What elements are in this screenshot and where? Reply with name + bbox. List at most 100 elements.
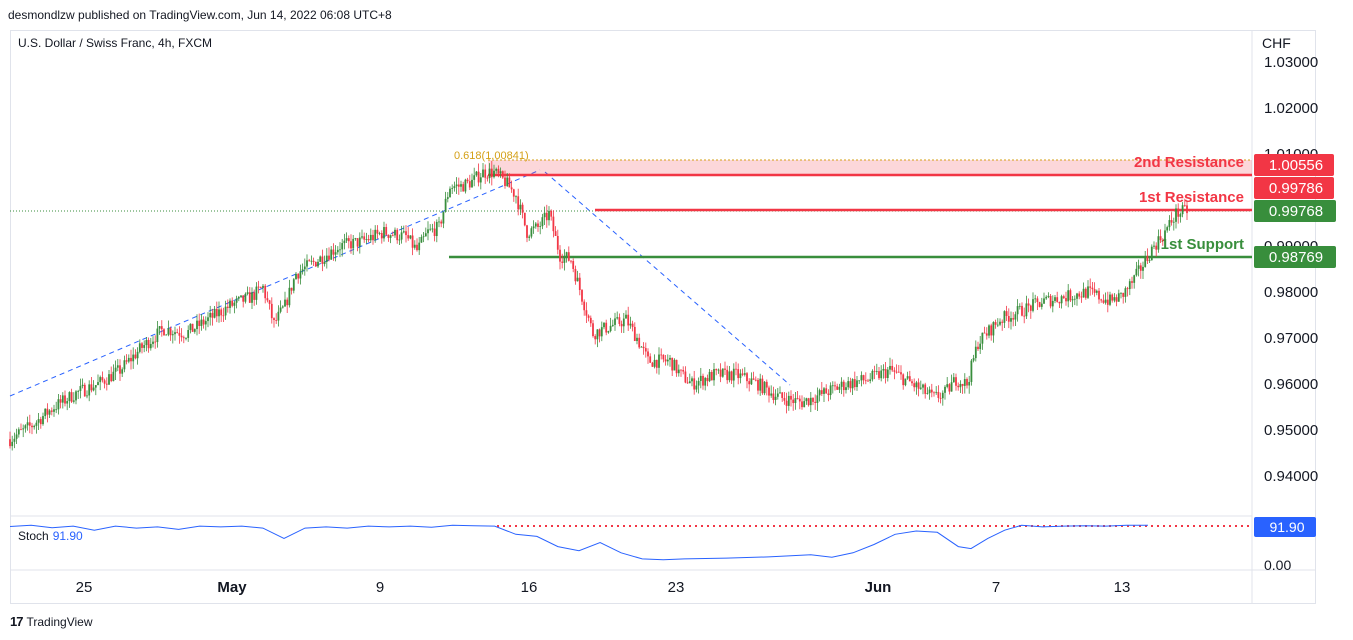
price-tag-0-99786: 0.99786 — [1254, 177, 1334, 199]
candle-body — [224, 306, 227, 316]
candle-body — [952, 377, 955, 383]
candle-body — [827, 393, 830, 396]
y-tick-label: 0.96000 — [1264, 376, 1318, 393]
candle-body — [482, 169, 484, 178]
candle-body — [680, 369, 682, 371]
candle-body — [213, 308, 216, 318]
candle-body — [391, 235, 394, 237]
candle-body — [350, 241, 352, 249]
candle-body — [1093, 289, 1096, 293]
candle-body — [306, 260, 308, 267]
candle-body — [1071, 299, 1074, 301]
candle-body — [585, 310, 588, 316]
candle-body — [750, 378, 753, 385]
x-tick-label: 16 — [521, 579, 538, 596]
candle-body — [295, 273, 297, 280]
candle-body — [638, 337, 641, 348]
candle-body — [442, 211, 445, 224]
candle-body — [1133, 275, 1136, 283]
candle-body — [154, 341, 157, 343]
candle-body — [330, 249, 333, 260]
candle-body — [1170, 220, 1173, 223]
candle-body — [990, 325, 993, 336]
candle-body — [757, 379, 759, 391]
candle-body — [20, 429, 22, 431]
candle-body — [781, 392, 784, 398]
candle-body — [209, 312, 212, 318]
candle-body — [1016, 306, 1019, 315]
footer-brand[interactable]: 17 TradingView — [10, 614, 93, 629]
candle-body — [1025, 303, 1028, 317]
candle-body — [255, 286, 258, 300]
stoch-name: Stoch — [18, 529, 49, 543]
candle-body — [592, 323, 594, 337]
candle-body — [240, 295, 242, 297]
candle-body — [922, 384, 924, 388]
candle-body — [972, 358, 975, 361]
candle-body — [57, 399, 60, 410]
candle-body — [48, 410, 51, 415]
candle-body — [807, 398, 810, 406]
candle-body — [662, 354, 665, 360]
candle-body — [847, 381, 850, 388]
candle-body — [820, 390, 823, 394]
candle-body — [939, 397, 942, 399]
candle-body — [356, 238, 359, 247]
candle-body — [449, 188, 451, 198]
candle-body — [9, 439, 11, 447]
candle-body — [730, 371, 733, 381]
candle-body — [202, 319, 205, 325]
candle-body — [407, 235, 410, 239]
candle-body — [1058, 301, 1061, 304]
candle-body — [759, 378, 762, 391]
candle-body — [829, 385, 832, 396]
candle-body — [682, 369, 685, 372]
candle-body — [889, 365, 891, 370]
candle-body — [328, 255, 330, 260]
candle-body — [138, 343, 141, 352]
stoch-value-tag: 91.90 — [1254, 517, 1316, 537]
candle-body — [1179, 214, 1182, 217]
candle-body — [818, 390, 821, 396]
candle-body — [550, 210, 553, 217]
candle-body — [704, 377, 707, 386]
candle-body — [310, 260, 313, 262]
candle-body — [1047, 295, 1050, 297]
candle-body — [127, 357, 130, 362]
candle-body — [719, 369, 722, 377]
candle-body — [1157, 236, 1160, 250]
candle-body — [446, 197, 449, 199]
level-label-1st-support: 1st Support — [1161, 236, 1244, 253]
candle-body — [79, 386, 82, 391]
candle-body — [554, 231, 557, 236]
candle-body — [1076, 293, 1078, 299]
candle-body — [1005, 311, 1008, 317]
time-axis: 25 May 9 16 23 Jun 7 13 — [76, 579, 1131, 596]
candle-body — [957, 385, 960, 388]
candle-body — [28, 422, 31, 426]
candle-body — [215, 308, 218, 317]
candle-body — [1175, 208, 1177, 222]
falling-trendline — [544, 171, 791, 386]
candle-body — [451, 188, 454, 189]
candle-body — [99, 377, 102, 383]
candle-body — [427, 229, 429, 234]
candle-body — [572, 261, 575, 269]
candle-body — [358, 237, 361, 247]
candle-body — [1181, 205, 1184, 215]
candle-body — [983, 332, 986, 334]
candle-body — [1069, 290, 1072, 301]
candle-body — [609, 325, 612, 332]
candle-body — [363, 236, 366, 240]
candles — [9, 160, 1188, 451]
candle-body — [840, 381, 843, 387]
candle-body — [1021, 305, 1023, 316]
candle-body — [229, 300, 231, 308]
candle-body — [1003, 311, 1006, 323]
candle-body — [1018, 305, 1021, 307]
candle-body — [1040, 303, 1043, 307]
y-tick-label: 0.98000 — [1264, 284, 1318, 301]
candle-body — [856, 380, 858, 388]
candle-body — [312, 260, 315, 262]
